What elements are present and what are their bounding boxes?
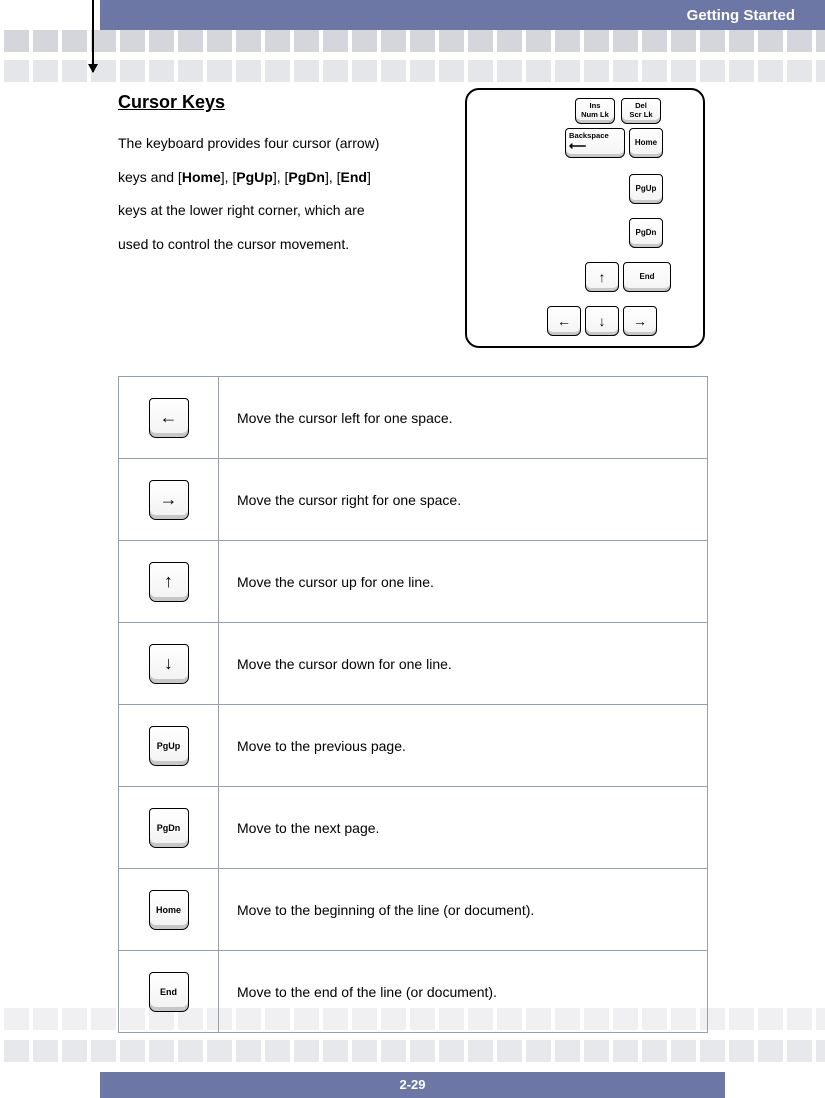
key-desc-cell: Move the cursor right for one space. xyxy=(219,459,708,541)
key-desc-cell: Move to the next page. xyxy=(219,787,708,869)
key-desc-cell: Move to the end of the line (or document… xyxy=(219,951,708,1033)
table-row: PgUp Move to the previous page. xyxy=(119,705,708,787)
table-row: Home Move to the beginning of the line (o… xyxy=(119,869,708,951)
footer-bar: 2-29 xyxy=(100,1072,725,1098)
key-desc-cell: Move to the beginning of the line (or do… xyxy=(219,869,708,951)
key-down: ↓ xyxy=(585,306,619,336)
table-row: ↓ Move the cursor down for one line. xyxy=(119,623,708,705)
key-end: End xyxy=(623,262,671,292)
key-icon-cell: → xyxy=(119,459,219,541)
deco-top-1 xyxy=(0,30,825,60)
key-backspace: Backspace ⟵ xyxy=(565,128,625,158)
key-icon-cell: PgDn xyxy=(119,787,219,869)
deco-top-2 xyxy=(0,60,825,90)
key-pgup: PgUp xyxy=(629,174,663,204)
key-desc-cell: Move the cursor left for one space. xyxy=(219,377,708,459)
key-icon-cell: ↓ xyxy=(119,623,219,705)
key-icon-cell: ↑ xyxy=(119,541,219,623)
key-del: Del Scr Lk xyxy=(621,98,661,124)
key-desc-cell: Move the cursor up for one line. xyxy=(219,541,708,623)
key-pgdn: PgDn xyxy=(629,218,663,248)
kw-end: End xyxy=(341,169,367,185)
kw-pgdn: PgDn xyxy=(288,169,325,185)
key-home: Home xyxy=(629,128,663,158)
table-row: → Move the cursor right for one space. xyxy=(119,459,708,541)
key-desc-cell: Move the cursor down for one line. xyxy=(219,623,708,705)
table-row: End Move to the end of the line (or docum… xyxy=(119,951,708,1033)
key-right: → xyxy=(623,306,657,336)
header-bar: Getting Started xyxy=(100,0,825,30)
arrow-key-icon: → xyxy=(149,480,189,520)
table-row: ← Move the cursor left for one space. xyxy=(119,377,708,459)
section-body: The keyboard provides four cursor (arrow… xyxy=(118,127,388,261)
header-arrow-line xyxy=(92,0,94,72)
arrow-key-icon: ← xyxy=(149,398,189,438)
text-key-icon: PgDn xyxy=(149,808,189,848)
kw-home: Home xyxy=(182,169,221,185)
key-icon-cell: PgUp xyxy=(119,705,219,787)
text-key-icon: End xyxy=(149,972,189,1012)
table-row: PgDn Move to the next page. xyxy=(119,787,708,869)
table-row: ↑ Move the cursor up for one line. xyxy=(119,541,708,623)
key-ins: Ins Num Lk xyxy=(575,98,615,124)
text-key-icon: Home xyxy=(149,890,189,930)
cursor-keys-diagram: Ins Num Lk Del Scr Lk Backspace ⟵ Home P… xyxy=(465,88,705,348)
key-icon-cell: Home xyxy=(119,869,219,951)
arrow-key-icon: ↑ xyxy=(149,562,189,602)
text-key-icon: PgUp xyxy=(149,726,189,766)
deco-bot-1 xyxy=(0,1040,825,1070)
key-icon-cell: ← xyxy=(119,377,219,459)
key-icon-cell: End xyxy=(119,951,219,1033)
page-number: 2-29 xyxy=(399,1077,425,1092)
kw-pgup: PgUp xyxy=(236,169,273,185)
arrow-key-icon: ↓ xyxy=(149,644,189,684)
cursor-keys-table: ← Move the cursor left for one space. → Mov… xyxy=(118,376,708,1033)
header-title: Getting Started xyxy=(687,7,795,24)
key-up: ↑ xyxy=(585,262,619,292)
key-desc-cell: Move to the previous page. xyxy=(219,705,708,787)
key-left: ← xyxy=(547,306,581,336)
